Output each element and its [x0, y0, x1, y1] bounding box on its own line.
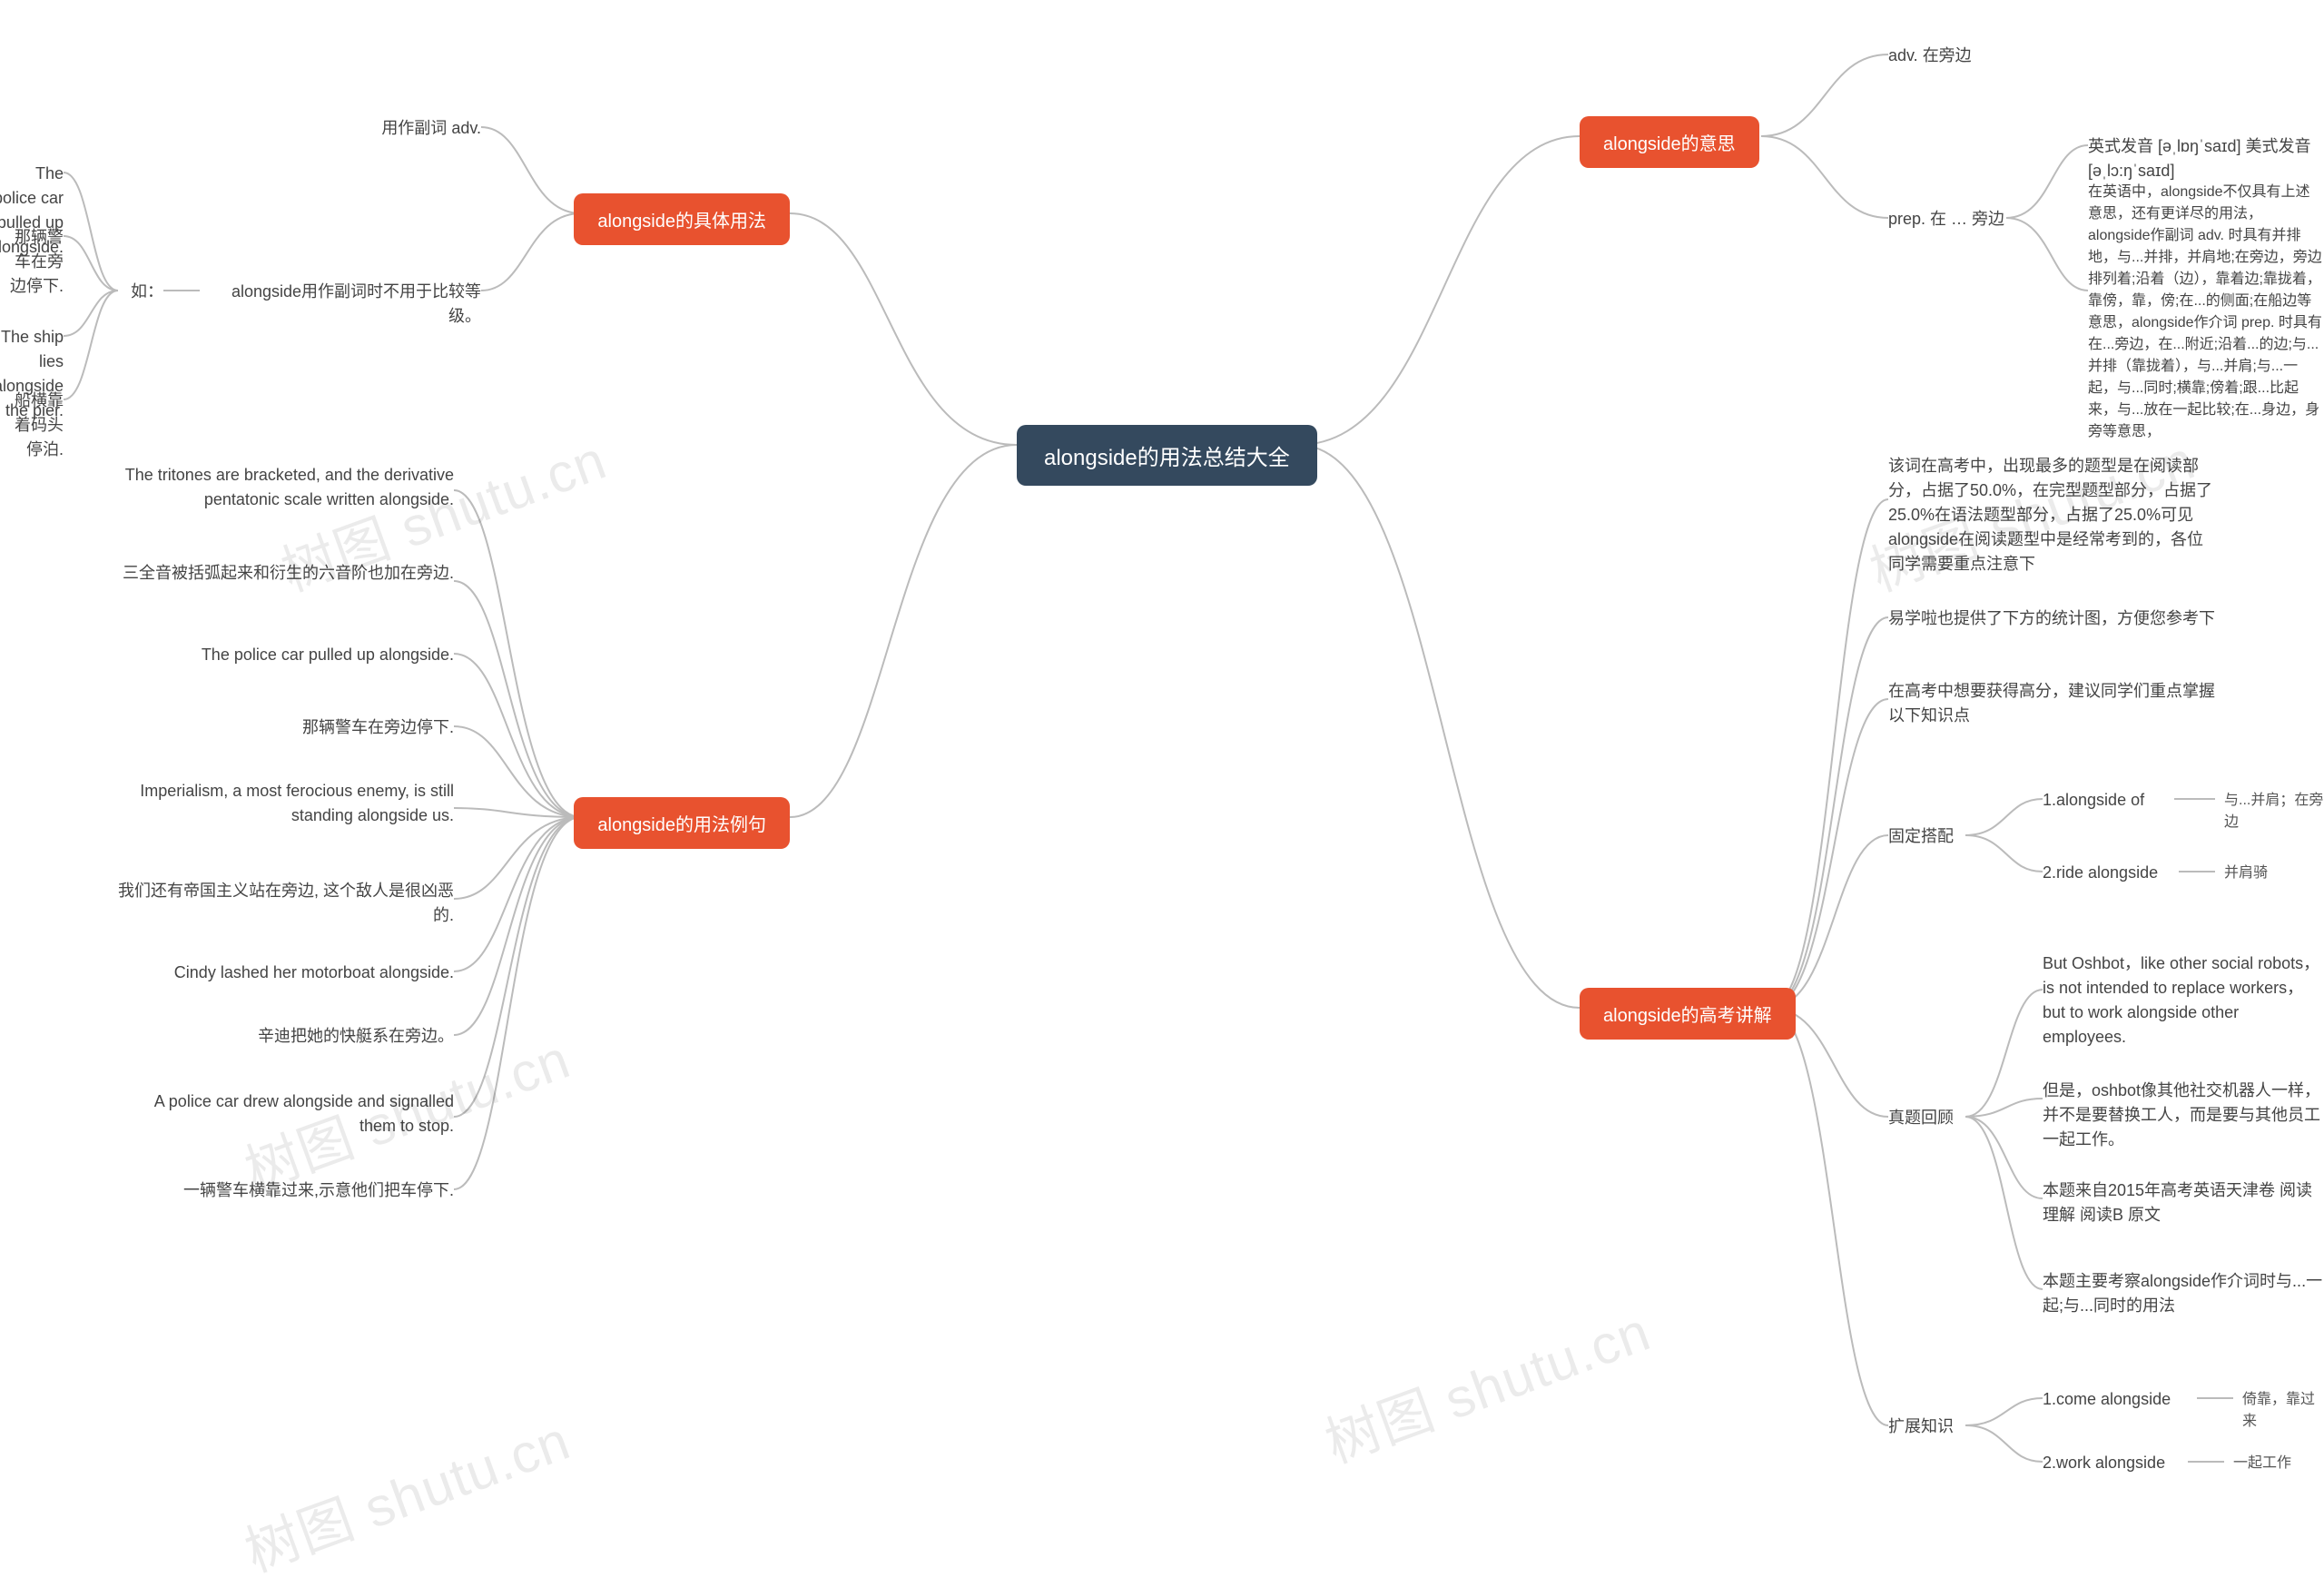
leaf-fixed-1: 2.ride alongside: [2043, 861, 2158, 885]
leaf-ex-9: 一辆警车横靠过来,示意他们把车停下.: [183, 1178, 454, 1203]
leaf-ex-2: The police car pulled up alongside.: [202, 643, 454, 667]
watermark: 树图 shutu.cn: [1313, 1288, 1659, 1479]
leaf-ex-1: 三全音被括弧起来和衍生的六音阶也加在旁边.: [123, 561, 454, 586]
leaf-ru: 如：: [131, 280, 163, 304]
leaf-gk-1: 易学啦也提供了下方的统计图，方便您参考下: [1888, 606, 2215, 631]
leaf-ex-0: The tritones are bracketed, and the deri…: [118, 463, 454, 512]
leaf-prep: prep. 在 … 旁边: [1888, 207, 2004, 232]
leaf-ex-8: A police car drew alongside and signalle…: [118, 1089, 454, 1138]
leaf-detail: 在英语中，alongside不仅具有上述意思，还有更详尽的用法，alongsid…: [2088, 182, 2324, 443]
leaf-usage-1: alongside用作副词时不用于比较等级。: [200, 280, 481, 329]
leaf-ex-4: Imperialism, a most ferocious enemy, is …: [118, 779, 454, 828]
leaf-gk-2: 在高考中想要获得高分，建议同学们重点掌握以下知识点: [1888, 679, 2215, 728]
leaf-fixed-0t: 与...并肩；在旁边: [2224, 790, 2324, 833]
leaf-zt-0: But Oshbot，like other social robots，is n…: [2043, 951, 2324, 1050]
leaf-ext-1t: 一起工作: [2233, 1453, 2291, 1474]
leaf-gk-0: 该词在高考中，出现最多的题型是在阅读部分，占据了50.0%，在完型题型部分，占据…: [1888, 454, 2215, 577]
leaf-ext-0: 1.come alongside: [2043, 1387, 2171, 1412]
leaf-zt-3: 本题主要考察alongside作介词时与...一起;与...同时的用法: [2043, 1269, 2324, 1318]
branch-gaokao[interactable]: alongside的高考讲解: [1580, 988, 1796, 1040]
leaf-adv: adv. 在旁边: [1888, 44, 1972, 68]
leaf-ext-0t: 倚靠，靠过来: [2242, 1389, 2324, 1433]
leaf-fixed-0: 1.alongside of: [2043, 788, 2144, 813]
leaf-ru-3: 船横靠着码头停泊.: [0, 389, 64, 462]
leaf-ru-1: 那辆警车在旁边停下.: [0, 225, 64, 299]
branch-usage[interactable]: alongside的具体用法: [574, 193, 790, 245]
leaf-ex-3: 那辆警车在旁边停下.: [302, 715, 454, 740]
leaf-fixed-1t: 并肩骑: [2224, 862, 2268, 884]
branch-meaning[interactable]: alongside的意思: [1580, 116, 1759, 168]
root-node[interactable]: alongside的用法总结大全: [1017, 425, 1317, 486]
leaf-pronunciation: 英式发音 [əˌlɒŋˈsaɪd] 美式发音 [əˌlɔ:ŋˈsaɪd]: [2088, 134, 2324, 183]
leaf-zt-1: 但是，oshbot像其他社交机器人一样，并不是要替换工人，而是要与其他员工一起工…: [2043, 1079, 2324, 1152]
leaf-usage-0: 用作副词 adv.: [381, 116, 481, 141]
leaf-ext: 扩展知识: [1888, 1414, 1954, 1439]
leaf-ex-5: 我们还有帝国主义站在旁边, 这个敌人是很凶恶的.: [118, 879, 454, 928]
leaf-ext-1: 2.work alongside: [2043, 1451, 2165, 1475]
watermark: 树图 shutu.cn: [232, 1397, 579, 1587]
leaf-zhenti: 真题回顾: [1888, 1106, 1954, 1130]
leaf-fixed: 固定搭配: [1888, 824, 1954, 849]
leaf-zt-2: 本题来自2015年高考英语天津卷 阅读理解 阅读B 原文: [2043, 1178, 2324, 1227]
leaf-ex-6: Cindy lashed her motorboat alongside.: [174, 961, 454, 985]
leaf-ex-7: 辛迪把她的快艇系在旁边。: [258, 1024, 454, 1049]
mindmap-canvas: alongside的用法总结大全 alongside的意思 adv. 在旁边 p…: [0, 0, 2324, 1560]
branch-examples[interactable]: alongside的用法例句: [574, 797, 790, 849]
